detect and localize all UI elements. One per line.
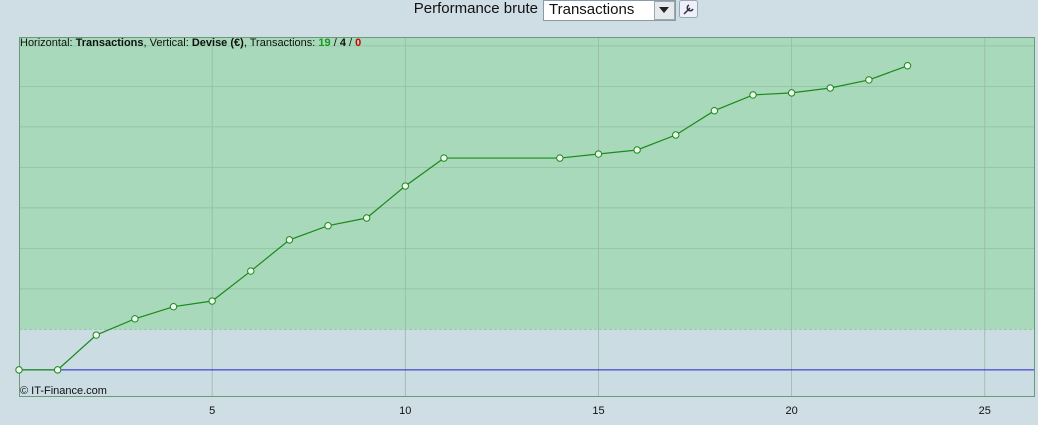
plot-border — [19, 37, 1035, 397]
select[interactable] — [543, 0, 676, 21]
x-tick-label: 5 — [209, 405, 215, 417]
point — [362, 214, 371, 222]
x-tick-label: 20 — [785, 405, 797, 417]
point — [440, 154, 448, 162]
point — [594, 150, 603, 158]
arrow-icon — [659, 7, 669, 13]
info-label: Horizontal: — [20, 37, 73, 49]
select-value: Transactions — [549, 1, 634, 18]
point — [865, 76, 873, 84]
losses: 4 — [340, 37, 347, 49]
point — [92, 331, 100, 339]
point — [826, 84, 834, 92]
x-tick-label: 10 — [399, 405, 411, 417]
copyright: © IT-Finance.com — [20, 385, 107, 397]
point — [15, 366, 23, 374]
point — [401, 182, 410, 190]
point — [749, 91, 757, 99]
neutral: 0 — [355, 37, 361, 49]
wrench-icon — [683, 4, 694, 15]
point — [131, 315, 139, 323]
point — [285, 236, 294, 244]
point — [53, 366, 62, 374]
point — [787, 89, 796, 97]
point — [710, 107, 719, 115]
point — [556, 154, 564, 162]
point — [169, 302, 178, 311]
info-label: Transactions: — [250, 37, 316, 49]
point — [324, 222, 332, 230]
point — [633, 146, 641, 154]
point — [208, 297, 216, 305]
profit-zone — [19, 37, 1035, 330]
point — [903, 62, 912, 70]
wins: 19 — [318, 37, 330, 49]
x-tick-label: 15 — [592, 405, 604, 417]
info-value: Devise (€) — [192, 37, 244, 49]
info-label: Vertical: — [150, 37, 189, 49]
point — [247, 267, 255, 275]
info: Horizontal: Transactions, Vertical: Devi… — [20, 37, 361, 49]
x-tick-label: 25 — [979, 405, 991, 417]
series-line — [19, 65, 908, 371]
point — [672, 131, 680, 139]
title: Performance brute — [414, 0, 538, 17]
info-value: Transactions — [76, 37, 144, 49]
